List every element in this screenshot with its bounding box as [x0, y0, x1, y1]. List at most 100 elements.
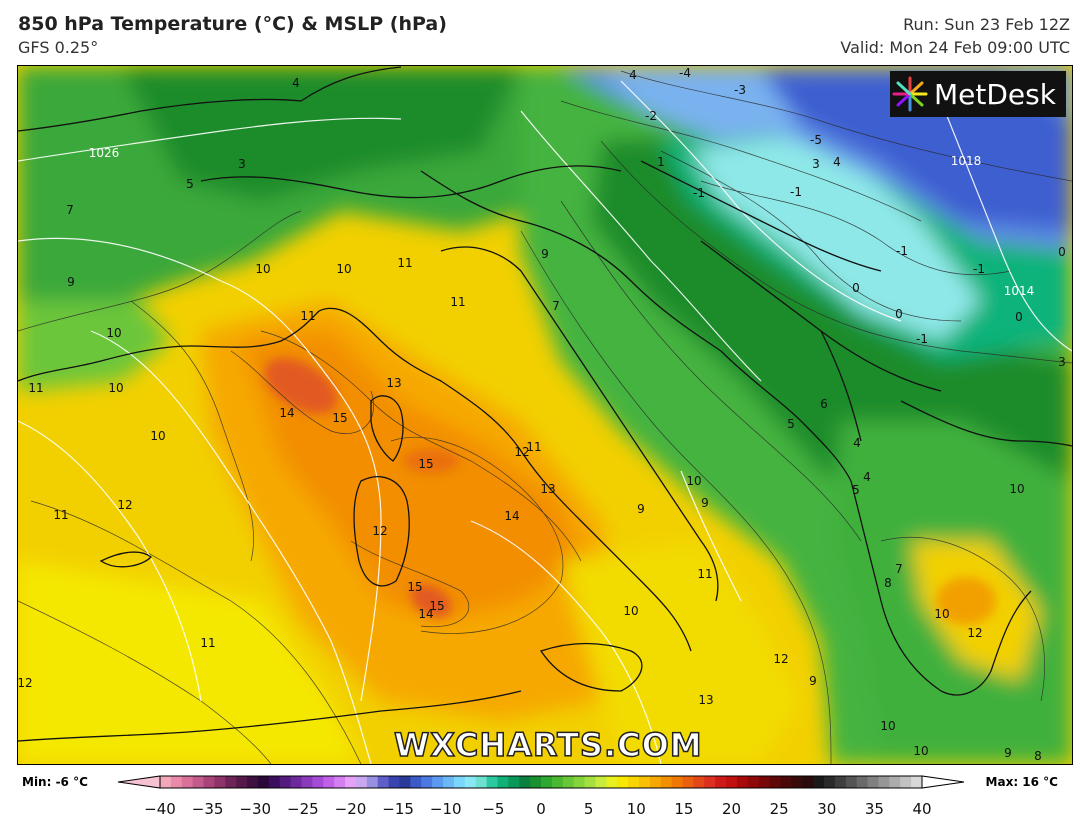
colorbar-cell [421, 776, 433, 788]
valid-label: Valid: Mon 24 Feb 09:00 UTC [840, 38, 1070, 57]
colorbar-cell [911, 776, 923, 788]
map-label: 14 [279, 406, 294, 420]
map-label: 12 [18, 676, 33, 690]
map-label: 10 [255, 262, 270, 276]
colorbar-cell [638, 776, 651, 788]
map-label: 10 [1009, 482, 1024, 496]
colorbar-tick-label: 15 [674, 800, 693, 818]
map-label: 1026 [89, 146, 120, 160]
colorbar-cell [432, 776, 444, 788]
colorbar-cell [617, 776, 629, 788]
colorbar-cell [758, 776, 771, 788]
colorbar-cell [334, 776, 346, 788]
colorbar-cell [192, 776, 205, 788]
colorbar-cell [562, 776, 575, 788]
colorbar-tick-label: −30 [239, 800, 271, 818]
map-label: 5 [186, 177, 194, 191]
colorbar-cell [355, 776, 368, 788]
colorbar-cell [247, 776, 259, 788]
colorbar-tick-label: 35 [865, 800, 884, 818]
map-label: 15 [332, 411, 347, 425]
map-label: 10 [106, 326, 121, 340]
map-label: 3 [238, 157, 246, 171]
colorbar-min-label: Min: -6 °C [22, 775, 88, 789]
map-label: 11 [450, 295, 465, 309]
colorbar-cell [475, 776, 488, 788]
colorbar-cell [671, 776, 684, 788]
map-label: 11 [300, 309, 315, 323]
map-label: 0 [852, 281, 860, 295]
colorbar-cell [551, 776, 564, 788]
map-label: -1 [790, 185, 802, 199]
colorbar-cell [377, 776, 390, 788]
map-label: 7 [66, 203, 74, 217]
map-label: 1014 [1004, 284, 1035, 298]
map-label: 10 [108, 381, 123, 395]
colorbar-cell [693, 776, 705, 788]
colorbar-cell [595, 776, 607, 788]
map-label: 10 [336, 262, 351, 276]
colorbar-cell [769, 776, 781, 788]
map-label: 12 [372, 524, 387, 538]
map-label: 9 [67, 275, 75, 289]
map-label: 13 [698, 693, 713, 707]
colorbar-cell [486, 776, 498, 788]
colorbar: −40 −35 −30 −25 −20 −15 −10 −5 0 5 10 15 20 25 30 35 40 [117, 775, 965, 818]
map-label: 0 [895, 307, 903, 321]
map-label: 12 [967, 626, 982, 640]
map-label: 11 [397, 256, 412, 270]
colorbar-cell [584, 776, 596, 788]
map-label: 0 [1058, 245, 1066, 259]
colorbar-tick-label: 20 [722, 800, 741, 818]
colorbar-cell [443, 776, 455, 788]
colorbar-cell [366, 776, 379, 788]
map-label: 3 [1058, 355, 1066, 369]
map-label: 6 [820, 397, 828, 411]
map-label: 0 [1015, 310, 1023, 324]
colorbar-cell [682, 776, 694, 788]
colorbar-cell [181, 776, 194, 788]
colorbar-cell [900, 776, 912, 788]
map-label: 15 [407, 580, 422, 594]
colorbar-tick-label: 10 [627, 800, 646, 818]
colorbar-cell [323, 776, 335, 788]
map-label: 3 [812, 157, 820, 171]
colorbar-tick-label: −10 [430, 800, 462, 818]
colorbar-tick-label: −35 [192, 800, 224, 818]
colorbar-tick-label: 0 [536, 800, 546, 818]
colorbar-cell [279, 776, 292, 788]
map-label: 9 [541, 247, 549, 261]
colorbar-cell [464, 776, 477, 788]
colorbar-cell [726, 776, 738, 788]
colorbar-cell [301, 776, 313, 788]
colorbar-cell [878, 776, 890, 788]
map-label: 13 [540, 482, 555, 496]
map-label: -5 [810, 133, 822, 147]
colorbar-cell [791, 776, 803, 788]
colorbar-cell [856, 776, 869, 788]
map-label: 15 [429, 599, 444, 613]
map-label: 11 [200, 636, 215, 650]
colorbar-cell [715, 776, 727, 788]
map-label: 8 [884, 576, 892, 590]
chart-title: 850 hPa Temperature (°C) & MSLP (hPa) [18, 13, 447, 35]
colorbar-cell [290, 776, 303, 788]
colorbar-tick-label: −40 [144, 800, 176, 818]
colorbar-cell [573, 776, 586, 788]
colorbar-cell [225, 776, 237, 788]
map-label: 14 [418, 607, 433, 621]
colorbar-cell [845, 776, 858, 788]
colorbar-cell [802, 776, 814, 788]
map-label: 4 [863, 470, 871, 484]
map-label: 8 [1034, 749, 1042, 763]
map-label: -1 [973, 262, 985, 276]
map-label: 7 [895, 562, 903, 576]
colorbar-cell [628, 776, 640, 788]
colorbar-cell [606, 776, 618, 788]
run-label: Run: Sun 23 Feb 12Z [903, 15, 1070, 34]
colorbar-tick-label: 25 [770, 800, 789, 818]
map-label: 11 [53, 508, 68, 522]
colorbar-tick-label: −15 [382, 800, 414, 818]
map-label: 4 [629, 68, 637, 82]
